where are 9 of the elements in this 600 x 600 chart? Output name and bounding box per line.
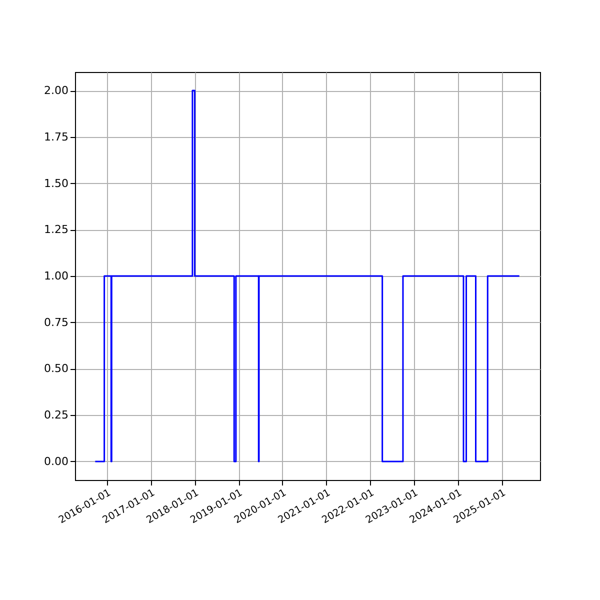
y-tick-label: 1.50 bbox=[44, 176, 68, 190]
y-tick-label: 0.00 bbox=[44, 454, 68, 468]
y-tick-label: 1.75 bbox=[44, 130, 68, 144]
y-tick-label: 0.25 bbox=[44, 408, 68, 422]
y-tick-label: 0.75 bbox=[44, 316, 68, 329]
y-tick-label: 0.50 bbox=[44, 362, 68, 376]
y-tick-label: 1.00 bbox=[44, 270, 68, 282]
y-tick-label: 2.00 bbox=[44, 84, 68, 98]
y-tick-label: 1.25 bbox=[44, 223, 68, 236]
